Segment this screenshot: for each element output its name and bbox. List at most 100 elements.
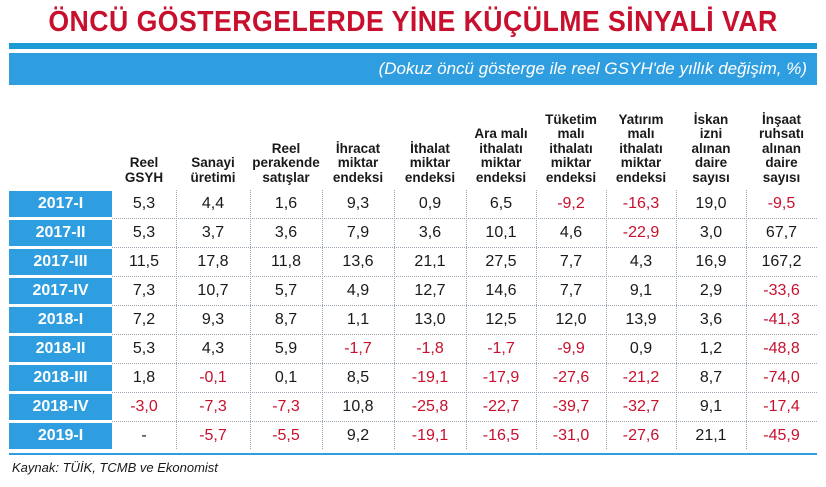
table-cell: 13,0 [414, 311, 446, 328]
title-divider [9, 43, 817, 49]
table-cell: 13,9 [625, 311, 657, 328]
table-cell: 3,6 [699, 311, 723, 328]
table-cell: -31,0 [552, 427, 590, 444]
table-cell: -33,6 [763, 282, 800, 299]
table-cell: -32,7 [622, 398, 660, 415]
table-cell: 8,5 [346, 369, 370, 386]
column-header-label: Ara malı ithalatı miktar endeksi [474, 126, 528, 185]
table-cell: 67,7 [765, 224, 798, 241]
table-cell: 1,1 [346, 311, 370, 328]
table-cell: 7,3 [132, 282, 156, 299]
column-divider [176, 190, 177, 449]
table-cell: 9,1 [629, 282, 653, 299]
table-cell: 5,7 [274, 282, 298, 299]
table-cell: 9,2 [346, 427, 370, 444]
table-cell: 19,0 [695, 195, 727, 212]
table-cell: 11,8 [271, 253, 301, 270]
table-cell: -1,8 [416, 340, 444, 357]
table-cell: 12,5 [485, 311, 517, 328]
table-cell: -17,4 [763, 398, 800, 415]
table-cell: -5,5 [272, 427, 300, 444]
table-cell: -48,8 [763, 340, 800, 357]
table-cell: 4,9 [346, 282, 370, 299]
table-cell: 10,1 [485, 224, 517, 241]
table-cell: -9,5 [767, 195, 796, 212]
table-cell: 14,6 [485, 282, 517, 299]
column-headers: Reel GSYH Sanayi üretimi Reel perakende sa… [0, 86, 826, 188]
column-header: Ara malı ithalatı miktar endeksi [466, 86, 536, 188]
table-cell: 2,9 [699, 282, 723, 299]
row-divider [112, 421, 817, 422]
column-header-label: İthalat miktar endeksi [404, 140, 456, 185]
table-cell: 7,2 [132, 311, 156, 328]
table-cell: 9,3 [346, 195, 370, 212]
table-cell: -16,3 [622, 195, 660, 212]
table-cell: 5,3 [132, 224, 156, 241]
row-divider [112, 247, 817, 248]
table-cell: 9,1 [699, 398, 723, 415]
column-divider [322, 190, 323, 449]
table-cell: - [141, 427, 147, 444]
table-cell: 1,2 [699, 340, 723, 357]
table-cell: 1,6 [274, 195, 298, 212]
table-cell: 5,3 [132, 195, 156, 212]
column-divider [676, 190, 677, 449]
table-cell: 21,1 [695, 427, 727, 444]
column-divider [746, 190, 747, 449]
table-cell: 167,2 [761, 253, 802, 270]
table-cell: 3,6 [274, 224, 298, 241]
column-divider [606, 190, 607, 449]
table-cell: 7,7 [559, 282, 583, 299]
table-subtitle: (Dokuz öncü gösterge ile reel GSYH'de yı… [9, 53, 817, 85]
column-header: İthalat miktar endeksi [394, 86, 466, 188]
row-label: 2018-II [9, 336, 112, 362]
table-cell: 8,7 [274, 311, 298, 328]
column-divider [250, 190, 251, 449]
column-header-label: Tüketim malı ithalatı miktar endeksi [545, 111, 597, 185]
table-cell: -41,3 [763, 311, 800, 328]
table-cell: -21,2 [622, 369, 660, 386]
table-cell: -27,6 [622, 427, 660, 444]
table-cell: -1,7 [487, 340, 515, 357]
row-divider [112, 363, 817, 364]
column-header: Reel GSYH [112, 86, 176, 188]
table-cell: -16,5 [482, 427, 520, 444]
table-cell: 16,9 [695, 253, 727, 270]
table-cell: -9,9 [557, 340, 585, 357]
column-header: İhracat miktar endeksi [322, 86, 394, 188]
table-cell: 4,4 [201, 195, 225, 212]
column-divider [394, 190, 395, 449]
column-header-label: Reel perakende satışlar [252, 140, 320, 185]
table-cell: 7,9 [346, 224, 370, 241]
row-divider [112, 334, 817, 335]
column-header: İnşaat ruhsatı alınan daire sayısı [746, 86, 817, 188]
column-header-label: Yatırım malı ithalatı miktar endeksi [615, 111, 667, 185]
column-divider [466, 190, 467, 449]
table-cell: 7,7 [559, 253, 583, 270]
column-header-label: İnşaat ruhsatı alınan daire sayısı [758, 111, 804, 185]
table-cell: -19,1 [411, 369, 449, 386]
table-cell: 17,8 [197, 253, 229, 270]
column-header: Tüketim malı ithalatı miktar endeksi [536, 86, 606, 188]
table-cell: -74,0 [763, 369, 800, 386]
column-header-label: Sanayi üretimi [190, 155, 236, 185]
column-header-label: İskan izni alınan daire sayısı [691, 111, 731, 185]
row-divider [112, 218, 817, 219]
table-cell: 12,0 [555, 311, 587, 328]
column-header-label: İhracat miktar endeksi [332, 140, 384, 185]
table-cell: -0,1 [199, 369, 227, 386]
row-label: 2017-I [9, 191, 112, 217]
table-cell: 8,7 [699, 369, 723, 386]
table-cell: 0,9 [418, 195, 442, 212]
row-label: 2018-III [9, 365, 112, 391]
row-divider [112, 392, 817, 393]
table-cell: -3,0 [130, 398, 158, 415]
row-divider [112, 305, 817, 306]
table-cell: 3,0 [699, 224, 723, 241]
table-cell: 21,1 [414, 253, 446, 270]
column-header: İskan izni alınan daire sayısı [676, 86, 746, 188]
table-cell: -9,2 [557, 195, 585, 212]
table-cell: -17,9 [482, 369, 520, 386]
table-cell: -7,3 [272, 398, 300, 415]
table-cell: 9,3 [201, 311, 225, 328]
